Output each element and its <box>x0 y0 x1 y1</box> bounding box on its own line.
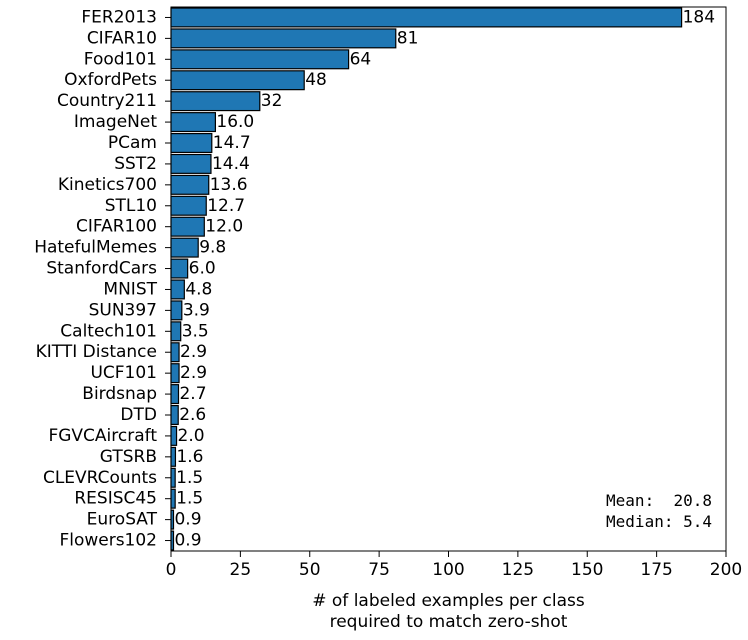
data-label: 0.9 <box>174 531 201 551</box>
bar-dtd <box>170 404 179 426</box>
bar-resisc45 <box>170 488 176 509</box>
data-label: 1.5 <box>176 468 203 488</box>
category-label: GTSRB <box>100 447 157 467</box>
bar-birdsnap <box>170 384 180 405</box>
bars-layer <box>170 7 683 551</box>
data-label: 13.6 <box>210 175 248 195</box>
category-label: UCF101 <box>90 363 157 383</box>
data-label: 3.5 <box>182 321 209 341</box>
data-label: 1.6 <box>176 447 203 467</box>
x-tick-label: 75 <box>368 560 390 580</box>
category-label: Caltech101 <box>60 321 157 341</box>
category-label: PCam <box>108 133 157 153</box>
category-label: KITTI Distance <box>36 342 157 362</box>
data-label: 16.0 <box>216 112 254 132</box>
data-label: 4.8 <box>185 279 212 299</box>
data-label: 2.9 <box>180 342 207 362</box>
bar-gtsrb <box>170 446 177 467</box>
data-label: 2.6 <box>179 405 206 425</box>
bar-stl10 <box>170 195 207 216</box>
bar-kitti-distance <box>170 342 180 363</box>
data-label: 2.7 <box>179 384 206 404</box>
data-label: 32 <box>261 91 283 111</box>
data-label: 14.7 <box>213 133 251 153</box>
x-tick-label: 175 <box>640 560 672 580</box>
category-label: CLEVRCounts <box>43 468 157 488</box>
data-label: 64 <box>350 49 372 69</box>
bar-food101 <box>170 49 350 70</box>
x-tick-label: 100 <box>432 560 464 580</box>
data-label: 2.0 <box>178 426 205 446</box>
data-label: 12.0 <box>205 217 243 237</box>
bar-sun397 <box>170 300 183 321</box>
category-label: SUN397 <box>89 300 157 320</box>
category-label: ImageNet <box>74 112 157 132</box>
category-label: SST2 <box>114 154 157 174</box>
bar-fgvcaircraft <box>170 425 178 446</box>
x-tick-label: 150 <box>571 560 603 580</box>
category-label: Birdsnap <box>82 384 157 404</box>
bar-mnist <box>170 279 185 300</box>
x-axis-title-line2: required to match zero-shot <box>330 612 568 632</box>
category-label: Flowers102 <box>59 531 157 551</box>
bar-sst2 <box>170 153 212 174</box>
data-label: 48 <box>305 70 327 90</box>
x-tick-label: 0 <box>166 560 177 580</box>
x-tick-label: 125 <box>502 560 534 580</box>
category-label: Country211 <box>57 91 157 111</box>
data-label: 184 <box>683 7 715 27</box>
labels-layer: FER2013 184 CIFAR10 81 Food101 64 OxfordPets 48… <box>34 7 715 550</box>
mean-annotation: Mean: 20.8 <box>606 491 712 510</box>
category-label: OxfordPets <box>64 70 157 90</box>
bar-clevrcounts <box>170 467 176 488</box>
category-label: StanfordCars <box>46 259 157 279</box>
bar-ucf101 <box>170 363 180 384</box>
bar-country211 <box>170 91 261 112</box>
bar-cifar10 <box>170 28 397 49</box>
data-label: 3.9 <box>183 300 210 320</box>
x-ticks-layer: 0 25 50 75 100 125 150 175 200 <box>166 551 742 580</box>
bar-caltech101 <box>170 321 182 342</box>
bar-imagenet <box>170 112 217 133</box>
bar-pcam <box>170 132 213 154</box>
data-label: 2.9 <box>180 363 207 383</box>
data-label: 81 <box>397 28 419 48</box>
bar-fer2013 <box>170 7 683 28</box>
bar-stanfordcars <box>170 258 189 279</box>
data-label: 12.7 <box>207 196 245 216</box>
data-label: 1.5 <box>176 489 203 509</box>
data-label: 6.0 <box>189 259 216 279</box>
category-label: RESISC45 <box>74 489 157 509</box>
category-label: STL10 <box>105 196 157 216</box>
data-label: 14.4 <box>212 154 250 174</box>
data-label: 0.9 <box>174 510 201 530</box>
bar-kinetics700 <box>170 174 210 195</box>
category-label: FER2013 <box>81 7 157 27</box>
x-axis-title-line1: # of labeled examples per class <box>312 591 585 611</box>
category-label: Kinetics700 <box>58 175 157 195</box>
x-tick-label: 50 <box>299 560 321 580</box>
category-label: Food101 <box>84 49 157 69</box>
category-label: DTD <box>120 405 157 425</box>
bar-hatefulmemes <box>170 237 199 258</box>
data-label: 9.8 <box>199 238 226 258</box>
x-tick-label: 200 <box>710 560 742 580</box>
category-label: HatefulMemes <box>34 238 157 258</box>
category-label: FGVCAircraft <box>48 426 157 446</box>
x-tick-label: 25 <box>230 560 252 580</box>
category-label: EuroSAT <box>87 510 158 530</box>
bar-cifar100 <box>170 216 205 237</box>
category-label: CIFAR10 <box>87 28 157 48</box>
bar-oxfordpets <box>170 70 305 91</box>
category-label: MNIST <box>103 279 157 299</box>
category-label: CIFAR100 <box>76 217 157 237</box>
median-annotation: Median: 5.4 <box>606 512 712 531</box>
